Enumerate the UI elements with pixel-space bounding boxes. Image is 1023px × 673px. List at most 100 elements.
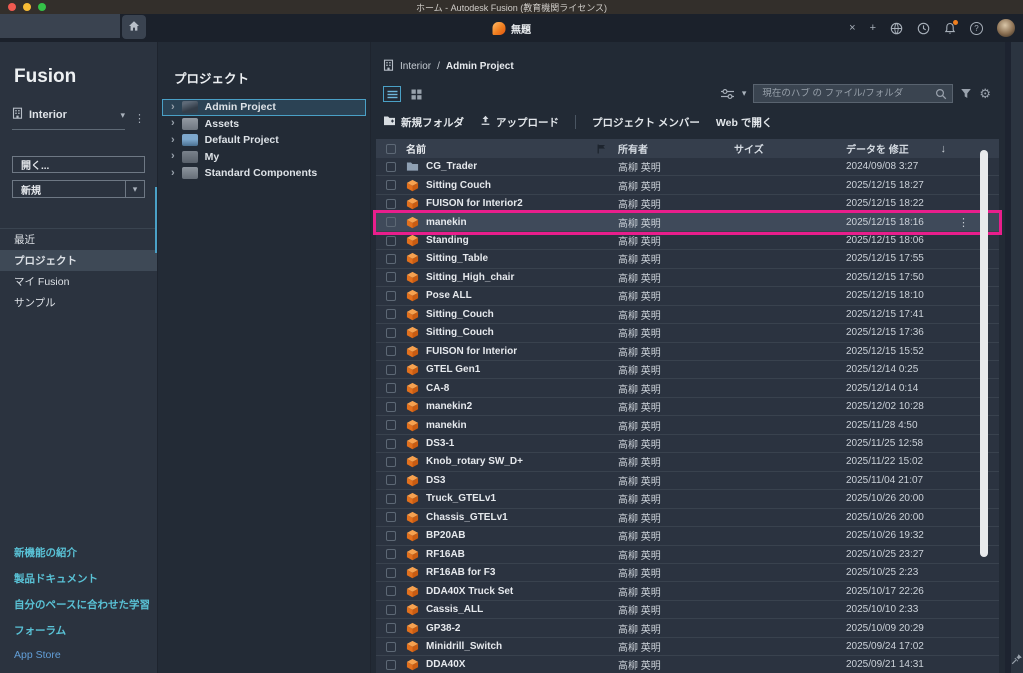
settings-gear-icon[interactable]: ⚙ <box>979 86 991 101</box>
row-checkbox[interactable] <box>386 456 396 467</box>
help-icon[interactable]: ? <box>970 21 983 35</box>
table-row[interactable]: Chassis_GTELv1 高柳 英明 2025/10/26 20:00 <box>376 508 999 528</box>
hub-selector[interactable]: Interior ▾ ⋮ <box>12 106 145 130</box>
link-app-store[interactable]: App Store <box>14 649 61 661</box>
user-avatar[interactable] <box>997 19 1015 37</box>
table-row[interactable]: DS3-1 高柳 英明 2025/11/25 12:58 <box>376 434 999 454</box>
chevron-right-icon[interactable]: › <box>171 150 175 163</box>
table-row[interactable]: FUISON for Interior2 高柳 英明 2025/12/15 18:2… <box>376 194 999 214</box>
notifications-bell-icon[interactable] <box>944 19 958 35</box>
chevron-right-icon[interactable]: › <box>171 133 175 146</box>
row-checkbox[interactable] <box>386 235 396 246</box>
upload-button[interactable]: アップロード <box>480 115 559 130</box>
table-row[interactable]: BP20AB 高柳 英明 2025/10/26 19:32 <box>376 527 999 546</box>
open-button[interactable]: 開く... <box>12 156 145 173</box>
hub-menu-kebab-icon[interactable]: ⋮ <box>134 113 145 125</box>
row-checkbox[interactable] <box>386 272 396 283</box>
row-checkbox[interactable] <box>386 438 396 449</box>
row-checkbox[interactable] <box>386 401 396 412</box>
table-row[interactable]: Sitting_Table 高柳 英明 2025/12/15 17:55 <box>376 250 999 269</box>
column-name[interactable]: 名前 <box>406 145 426 156</box>
search-filter-presets-icon[interactable] <box>720 88 735 100</box>
maximize-window-button[interactable] <box>38 3 46 11</box>
search-icon[interactable] <box>935 88 947 100</box>
grid-view-toggle[interactable] <box>407 86 425 102</box>
chevron-down-icon[interactable]: ▾ <box>741 88 747 98</box>
chevron-right-icon[interactable]: › <box>171 166 175 179</box>
row-checkbox[interactable] <box>386 180 396 191</box>
close-window-button[interactable] <box>8 3 16 11</box>
table-row[interactable]: CA-8 高柳 英明 2025/12/14 0:14 <box>376 379 999 398</box>
tab-untitled[interactable]: 無題 <box>492 14 531 42</box>
row-checkbox[interactable] <box>386 217 396 228</box>
table-row[interactable]: FUISON for Interior 高柳 英明 2025/12/15 15:52 <box>376 342 999 361</box>
unpin-panel-icon[interactable] <box>1011 653 1023 665</box>
table-row[interactable]: manekin2 高柳 英明 2025/12/02 10:28 <box>376 397 999 417</box>
filter-icon[interactable] <box>960 88 972 99</box>
table-row[interactable]: RF16AB 高柳 英明 2025/10/25 23:27 <box>376 545 999 564</box>
table-row[interactable]: Knob_rotary SW_D+ 高柳 英明 2025/11/22 15:02 <box>376 453 999 472</box>
link-self-paced-learning[interactable]: 自分のペースに合わせた学習 <box>14 599 150 611</box>
project-tree-item-standard-components[interactable]: › Standard Components <box>162 165 366 182</box>
row-checkbox[interactable] <box>386 659 396 670</box>
new-button[interactable]: 新規 <box>12 180 125 198</box>
sidebar-item-my-fusion[interactable]: マイ Fusion <box>14 276 70 288</box>
row-checkbox[interactable] <box>386 512 396 523</box>
table-row[interactable]: Truck_GTELv1 高柳 英明 2025/10/26 20:00 <box>376 490 999 509</box>
window-controls[interactable] <box>8 3 46 11</box>
table-row[interactable]: DS3 高柳 英明 2025/11/04 21:07 <box>376 471 999 491</box>
link-forum[interactable]: フォーラム <box>14 625 67 637</box>
table-row[interactable]: RF16AB for F3 高柳 英明 2025/10/25 2:23 <box>376 563 999 583</box>
row-checkbox[interactable] <box>386 586 396 597</box>
row-checkbox[interactable] <box>386 161 396 172</box>
row-checkbox[interactable] <box>386 253 396 264</box>
row-checkbox[interactable] <box>386 475 396 486</box>
sidebar-item-projects[interactable]: プロジェクト <box>0 250 157 271</box>
table-row[interactable]: CG_Trader 高柳 英明 2024/09/08 3:27 <box>376 158 999 177</box>
row-checkbox[interactable] <box>386 420 396 431</box>
table-row[interactable]: DDA40X 高柳 英明 2025/09/21 14:31 <box>376 656 999 673</box>
minimize-window-button[interactable] <box>23 3 31 11</box>
table-row[interactable]: GTEL Gen1 高柳 英明 2025/12/14 0:25 <box>376 360 999 380</box>
table-row[interactable]: Minidrill_Switch 高柳 英明 2025/09/24 17:02 <box>376 637 999 657</box>
table-row[interactable]: Pose ALL 高柳 英明 2025/12/15 18:10 <box>376 287 999 306</box>
table-row[interactable]: Sitting_High_chair 高柳 英明 2025/12/15 17:50 <box>376 268 999 288</box>
row-checkbox[interactable] <box>386 567 396 578</box>
table-row[interactable]: Sitting Couch 高柳 英明 2025/12/15 18:27 <box>376 176 999 195</box>
row-checkbox[interactable] <box>386 290 396 301</box>
row-checkbox[interactable] <box>386 604 396 615</box>
open-on-web-button[interactable]: Web で開く <box>715 116 773 129</box>
chevron-down-icon[interactable]: ▾ <box>120 109 125 120</box>
new-dropdown-button[interactable]: ▾ <box>125 180 145 198</box>
close-tab-icon[interactable]: × <box>849 22 856 34</box>
table-row[interactable]: GP38-2 高柳 英明 2025/10/09 20:29 <box>376 619 999 638</box>
table-row[interactable]: Standing 高柳 英明 2025/12/15 18:06 <box>376 231 999 251</box>
table-row[interactable]: Sitting_Couch 高柳 英明 2025/12/15 17:36 <box>376 324 999 343</box>
project-tree-item-assets[interactable]: › Assets <box>162 116 366 133</box>
row-checkbox[interactable] <box>386 493 396 504</box>
chevron-right-icon[interactable]: › <box>171 100 175 113</box>
breadcrumb-hub[interactable]: Interior <box>400 60 432 72</box>
hub-selector-line[interactable]: Interior ▾ <box>12 106 125 130</box>
column-modified[interactable]: データを 修正 <box>846 145 909 156</box>
column-size[interactable]: サイズ <box>734 145 764 156</box>
project-tree-item-my[interactable]: › My <box>162 149 366 166</box>
row-actions-icon[interactable]: ⋮ <box>958 216 969 229</box>
row-checkbox[interactable] <box>386 364 396 375</box>
table-row[interactable]: DDA40X Truck Set 高柳 英明 2025/10/17 22:26 <box>376 582 999 601</box>
chevron-right-icon[interactable]: › <box>171 117 175 130</box>
column-owner[interactable]: 所有者 <box>618 145 648 156</box>
row-checkbox[interactable] <box>386 549 396 560</box>
table-row[interactable]: Sitting_Couch 高柳 英明 2025/12/15 17:41 <box>376 305 999 325</box>
sidebar-item-samples[interactable]: サンプル <box>14 297 56 309</box>
project-members-button[interactable]: プロジェクト メンバー <box>592 116 700 129</box>
row-checkbox[interactable] <box>386 383 396 394</box>
table-row[interactable]: manekin 高柳 英明 2025/11/28 4:50 <box>376 416 999 435</box>
row-checkbox[interactable] <box>386 623 396 634</box>
table-row[interactable]: Cassis_ALL 高柳 英明 2025/10/10 2:33 <box>376 600 999 620</box>
list-view-toggle[interactable] <box>383 86 401 102</box>
job-status-clock-icon[interactable] <box>917 22 930 35</box>
table-row[interactable]: manekin 高柳 英明 2025/12/15 18:16 ⋮ <box>373 210 1002 235</box>
row-checkbox[interactable] <box>386 309 396 320</box>
flag-icon[interactable] <box>597 144 606 154</box>
